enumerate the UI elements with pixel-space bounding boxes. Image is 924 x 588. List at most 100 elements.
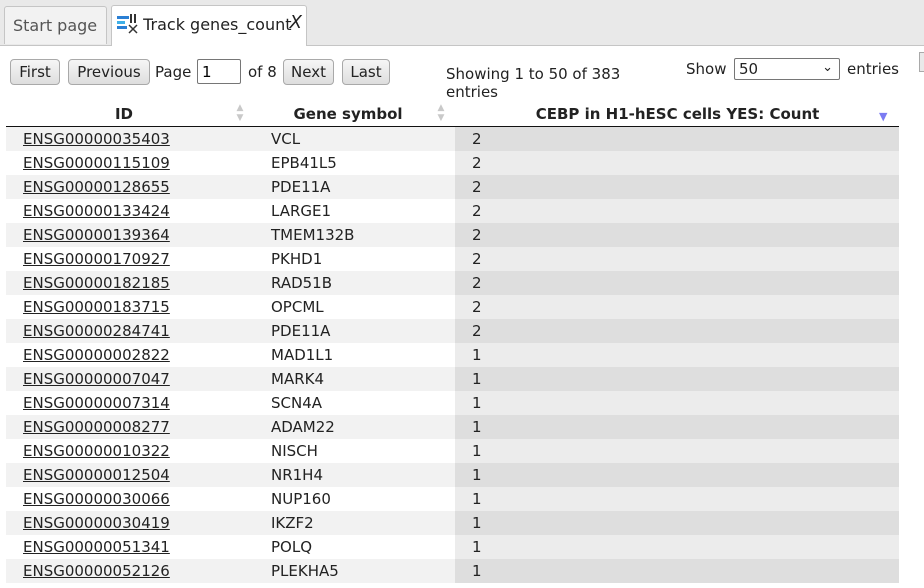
gene-symbol-cell: LARGE1 bbox=[271, 202, 332, 220]
gene-symbol-cell: PDE11A bbox=[271, 322, 331, 340]
gene-id-link[interactable]: ENSG00000002822 bbox=[23, 346, 170, 364]
gene-id-link[interactable]: ENSG00000182185 bbox=[23, 274, 170, 292]
tab-start-page[interactable]: Start page bbox=[4, 6, 107, 44]
sort-both-icon[interactable]: ▲ ▼ bbox=[236, 103, 244, 123]
gene-id-link[interactable]: ENSG00000007314 bbox=[23, 394, 170, 412]
gene-id-link[interactable]: ENSG00000035403 bbox=[23, 130, 170, 148]
tab-track-genes-count[interactable]: Track genes_count X bbox=[111, 5, 307, 46]
gene-id-cell: ENSG00000051341 bbox=[23, 535, 170, 559]
gene-id-link[interactable]: ENSG00000030419 bbox=[23, 514, 170, 532]
table-row: ENSG00000139364 TMEM132B 2 bbox=[6, 223, 899, 247]
gene-id-link[interactable]: ENSG00000030066 bbox=[23, 490, 170, 508]
table-row: ENSG00000035403 VCL 2 bbox=[6, 127, 899, 151]
entries-per-page-value: 50 bbox=[739, 60, 759, 78]
gene-id-cell: ENSG00000182185 bbox=[23, 271, 170, 295]
gene-id-link[interactable]: ENSG00000010322 bbox=[23, 442, 170, 460]
count-cell: 1 bbox=[455, 415, 899, 439]
gene-id-link[interactable]: ENSG00000115109 bbox=[23, 154, 170, 172]
close-tab-icon[interactable]: X bbox=[289, 12, 302, 33]
table-row: ENSG00000128655 PDE11A 2 bbox=[6, 175, 899, 199]
gene-id-link[interactable]: ENSG00000128655 bbox=[23, 178, 170, 196]
sort-desc-icon[interactable]: ▼ bbox=[879, 110, 888, 123]
gene-symbol-cell: SCN4A bbox=[271, 394, 323, 412]
gene-id-cell: ENSG00000007047 bbox=[23, 367, 170, 391]
gene-id-cell: ENSG00000133424 bbox=[23, 199, 170, 223]
sort-both-icon[interactable]: ▲ ▼ bbox=[437, 103, 445, 123]
gene-symbol-cell: PKHD1 bbox=[271, 250, 323, 268]
table-row: ENSG00000051341 POLQ 1 bbox=[6, 535, 899, 559]
gene-id-cell: ENSG00000284741 bbox=[23, 319, 170, 343]
entries-label: entries bbox=[847, 60, 899, 78]
count-cell: 1 bbox=[455, 439, 899, 463]
previous-page-button[interactable]: Previous bbox=[68, 59, 150, 85]
gene-symbol-cell: EPB41L5 bbox=[271, 154, 337, 172]
column-header-count[interactable]: CEBP in H1-hESC cells YES: Count bbox=[456, 102, 899, 126]
page-label: Page bbox=[155, 63, 192, 81]
table-info: Showing 1 to 50 of 383 entries bbox=[446, 65, 621, 101]
gene-id-link[interactable]: ENSG00000139364 bbox=[23, 226, 170, 244]
gene-id-cell: ENSG00000030419 bbox=[23, 511, 170, 535]
table-row: ENSG00000030066 NUP160 1 bbox=[6, 487, 899, 511]
table-row: ENSG00000002822 MAD1L1 1 bbox=[6, 343, 899, 367]
gene-symbol-cell: NISCH bbox=[271, 442, 318, 460]
count-cell: 2 bbox=[455, 247, 899, 271]
gene-id-link[interactable]: ENSG00000007047 bbox=[23, 370, 170, 388]
filter-input-edge[interactable] bbox=[919, 52, 924, 72]
gene-id-cell: ENSG00000139364 bbox=[23, 223, 170, 247]
table-panel: First Previous Page of 8 Next Last Showi… bbox=[0, 46, 924, 588]
gene-id-link[interactable]: ENSG00000012504 bbox=[23, 466, 170, 484]
track-icon bbox=[117, 13, 138, 34]
count-cell: 2 bbox=[455, 223, 899, 247]
gene-id-link[interactable]: ENSG00000008277 bbox=[23, 418, 170, 436]
count-cell: 1 bbox=[455, 367, 899, 391]
table-row: ENSG00000170927 PKHD1 2 bbox=[6, 247, 899, 271]
last-page-button[interactable]: Last bbox=[342, 59, 390, 85]
show-label: Show bbox=[686, 60, 727, 78]
count-cell: 1 bbox=[455, 511, 899, 535]
gene-id-link[interactable]: ENSG00000170927 bbox=[23, 250, 170, 268]
table-body: ENSG00000035403 VCL 2 ENSG00000115109 EPB41L… bbox=[6, 127, 899, 583]
gene-id-link[interactable]: ENSG00000133424 bbox=[23, 202, 170, 220]
gene-symbol-cell: PDE11A bbox=[271, 178, 331, 196]
gene-id-cell: ENSG00000170927 bbox=[23, 247, 170, 271]
table-row: ENSG00000133424 LARGE1 2 bbox=[6, 199, 899, 223]
gene-symbol-cell: NR1H4 bbox=[271, 466, 324, 484]
gene-symbol-cell: TMEM132B bbox=[271, 226, 355, 244]
gene-id-cell: ENSG00000010322 bbox=[23, 439, 170, 463]
tab-start-page-label: Start page bbox=[13, 16, 98, 35]
tab-track-label: Track genes_count bbox=[143, 15, 292, 34]
gene-id-cell: ENSG00000035403 bbox=[23, 127, 170, 151]
column-header-id[interactable]: ID bbox=[6, 102, 242, 126]
count-cell: 1 bbox=[455, 559, 899, 583]
chevron-down-icon: ⌄ bbox=[822, 60, 833, 75]
first-page-button[interactable]: First bbox=[10, 59, 60, 85]
gene-id-cell: ENSG00000012504 bbox=[23, 463, 170, 487]
gene-id-cell: ENSG00000128655 bbox=[23, 175, 170, 199]
count-cell: 2 bbox=[455, 199, 899, 223]
gene-id-cell: ENSG00000002822 bbox=[23, 343, 170, 367]
gene-symbol-cell: POLQ bbox=[271, 538, 313, 556]
count-cell: 2 bbox=[455, 151, 899, 175]
column-header-symbol[interactable]: Gene symbol bbox=[253, 102, 443, 126]
gene-id-cell: ENSG00000183715 bbox=[23, 295, 170, 319]
gene-symbol-cell: ADAM22 bbox=[271, 418, 335, 436]
page-number-input[interactable] bbox=[197, 59, 241, 84]
count-cell: 1 bbox=[455, 343, 899, 367]
count-cell: 1 bbox=[455, 487, 899, 511]
gene-id-link[interactable]: ENSG00000284741 bbox=[23, 322, 170, 340]
tab-bar: Start page Track genes_count X bbox=[0, 0, 924, 46]
next-page-button[interactable]: Next bbox=[283, 59, 334, 85]
table-row: ENSG00000052126 PLEKHA5 1 bbox=[6, 559, 899, 583]
gene-id-link[interactable]: ENSG00000051341 bbox=[23, 538, 170, 556]
gene-symbol-cell: OPCML bbox=[271, 298, 324, 316]
gene-id-link[interactable]: ENSG00000052126 bbox=[23, 562, 170, 580]
entries-per-page-select[interactable]: 50 ⌄ bbox=[734, 58, 840, 80]
count-cell: 2 bbox=[455, 175, 899, 199]
count-cell: 1 bbox=[455, 391, 899, 415]
gene-id-link[interactable]: ENSG00000183715 bbox=[23, 298, 170, 316]
count-cell: 2 bbox=[455, 127, 899, 151]
gene-id-cell: ENSG00000115109 bbox=[23, 151, 170, 175]
gene-symbol-cell: IKZF2 bbox=[271, 514, 314, 532]
column-header-symbol-label: Gene symbol bbox=[293, 105, 403, 123]
count-cell: 1 bbox=[455, 463, 899, 487]
